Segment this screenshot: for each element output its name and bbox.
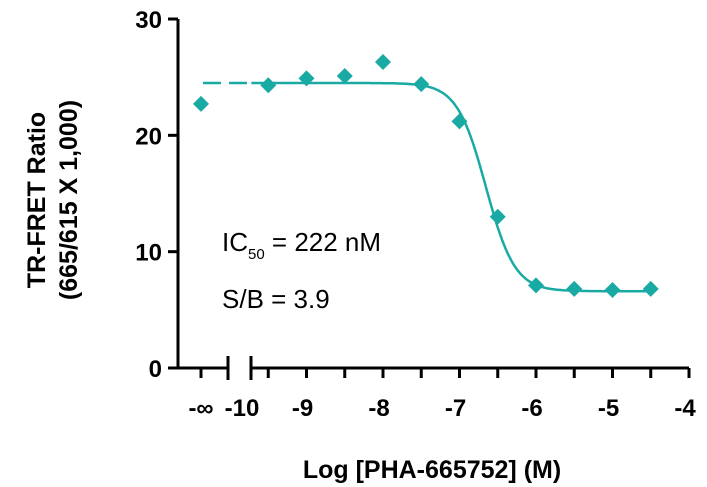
- y-axis-title-line1: TR-FRET Ratio: [23, 112, 51, 288]
- x-tick-label: -4: [674, 395, 696, 422]
- data-point: [298, 70, 315, 87]
- data-point: [375, 54, 391, 71]
- data-point: [566, 280, 583, 297]
- data-point: [336, 68, 353, 85]
- data-point: [604, 282, 621, 299]
- y-tick-label: 20: [135, 123, 162, 150]
- ic50-annotation: IC50 = 222 nM: [222, 227, 381, 263]
- sb-annotation: S/B = 3.9: [222, 284, 330, 314]
- x-tick-label: -5: [598, 395, 619, 422]
- y-tick-label: 0: [149, 356, 162, 383]
- x-tick-label: -8: [368, 395, 389, 422]
- x-tick-label: -6: [521, 395, 542, 422]
- x-tick-label: -7: [445, 395, 466, 422]
- x-tick-label-zero: -∞: [188, 395, 213, 422]
- data-point: [260, 77, 277, 94]
- data-point: [528, 277, 544, 294]
- ic50-subscript: 50: [248, 246, 265, 263]
- y-tick-label: 30: [135, 7, 162, 34]
- x-tick-label: -10: [225, 395, 260, 422]
- x-tick-label: -9: [292, 395, 313, 422]
- data-point: [642, 280, 659, 297]
- data-point-zero: [193, 95, 209, 112]
- data-point: [413, 76, 430, 93]
- data-point: [489, 208, 506, 225]
- y-tick-label: 10: [135, 240, 162, 267]
- ic50-prefix: IC: [222, 227, 248, 257]
- data-point: [451, 113, 468, 130]
- fit-curve-layer: [203, 81, 650, 293]
- ic50-value: = 222 nM: [265, 227, 381, 257]
- x-axis-title: Log [PHA-665752] (M): [303, 456, 561, 484]
- fit-curve: [251, 81, 650, 293]
- y-axis-title-line2: (665/615 X 1,000): [55, 100, 83, 300]
- x-axis: -∞ -10 -9 -8 -7 -6 -5 -4: [178, 356, 696, 422]
- data-points: [193, 54, 659, 299]
- y-axis: 0 10 20 30: [135, 7, 180, 383]
